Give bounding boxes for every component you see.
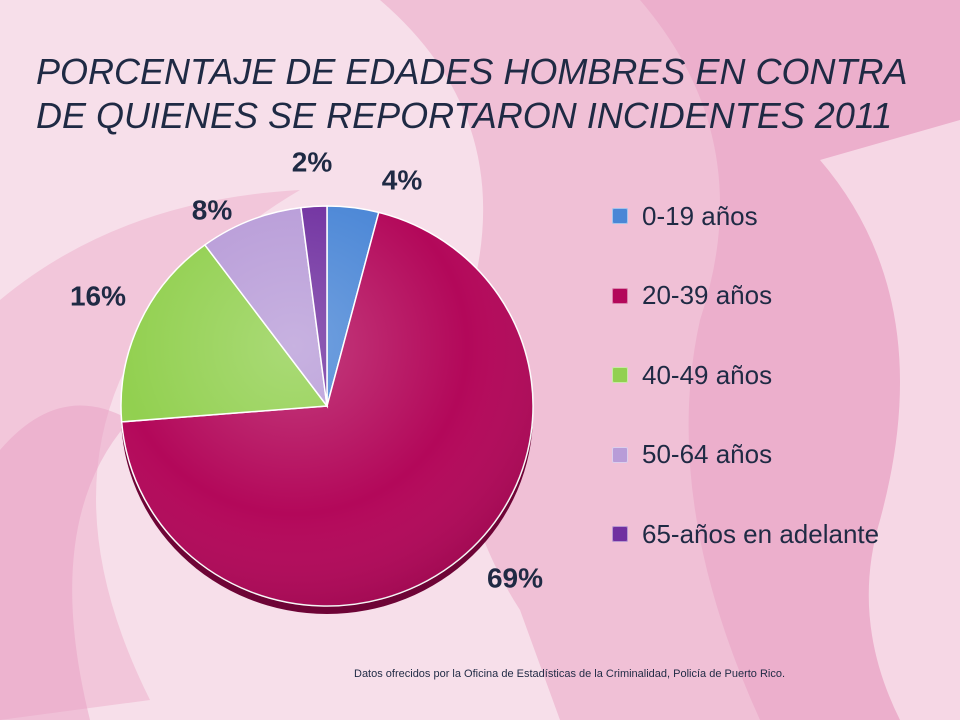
data-label-1: 4%: [382, 164, 423, 195]
legend-item-1: 0-19 años: [612, 196, 942, 236]
legend-label-2: 20-39 años: [642, 280, 773, 310]
pie-data-labels: 4% 69% 16% 8% 2%: [70, 146, 543, 593]
data-label-2: 69%: [487, 562, 543, 593]
title-line-2: DE QUIENES SE REPORTARON INCIDENTES 2011: [36, 95, 893, 136]
source-note: Datos ofrecidos por la Oficina de Estadí…: [354, 668, 786, 680]
legend-label-3: 40-49 años: [642, 359, 773, 390]
legend-item-2: 20-39 años: [612, 276, 942, 316]
legend-swatch-4: [612, 446, 628, 463]
legend-label-4: 50-64 años: [642, 439, 773, 469]
legend-swatch-5: [612, 526, 628, 542]
data-label-5: 2%: [292, 146, 333, 177]
pie-slices: [120, 205, 534, 607]
legend-item-5: 65-años en adelante: [612, 514, 942, 554]
chart-title: PORCENTAJE DE EDADES HOMBRES EN CONTRA D…: [36, 50, 916, 138]
legend-label-1: 0-19 años: [642, 200, 758, 231]
legend: 0-19 años 20-39 años 40-49 años 50-64 años 6…: [612, 196, 942, 594]
legend-swatch-2: [612, 287, 628, 304]
data-label-4: 8%: [192, 194, 233, 225]
legend-swatch-1: [612, 208, 628, 224]
legend-swatch-3: [612, 367, 628, 383]
legend-item-4: 50-64 años: [612, 435, 942, 475]
data-label-3: 16%: [70, 280, 126, 311]
legend-label-5: 65-años en adelante: [642, 518, 880, 549]
title-line-1: PORCENTAJE DE EDADES HOMBRES EN CONTRA: [36, 51, 908, 92]
legend-item-3: 40-49 años: [612, 355, 942, 395]
